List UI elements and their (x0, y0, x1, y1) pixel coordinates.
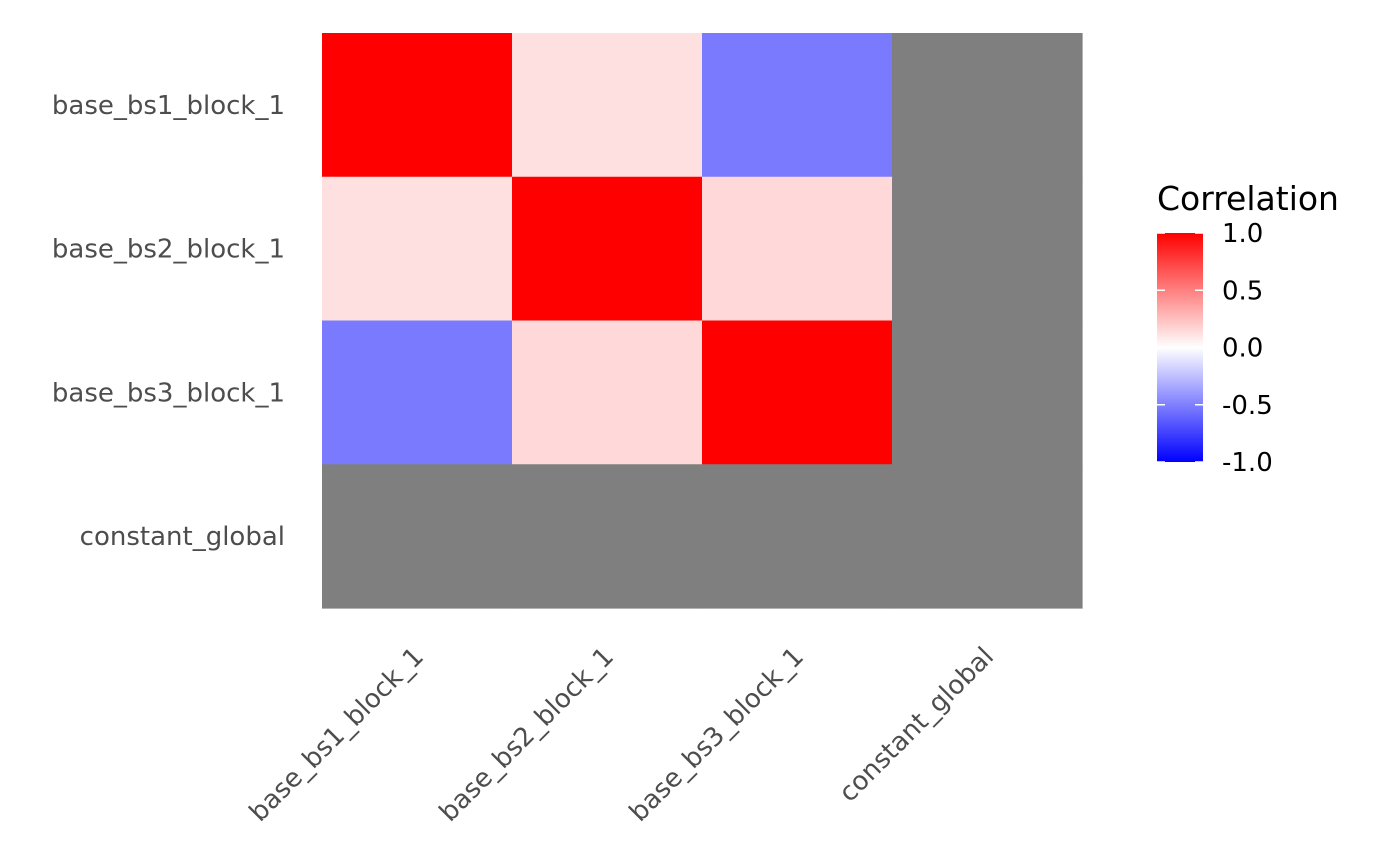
heatmap-cell (512, 320, 703, 465)
heatmap-cell (702, 320, 893, 465)
heatmap-cells (322, 33, 1083, 609)
legend-tick-label: -0.5 (1222, 391, 1273, 421)
y-tick-label: base_bs1_block_1 (52, 91, 285, 121)
heatmap-cell (702, 33, 893, 178)
heatmap-cell (512, 33, 703, 178)
y-tick-label: base_bs3_block_1 (52, 378, 285, 408)
heatmap-cell (892, 33, 1083, 178)
legend-tick-label: 0.0 (1222, 334, 1263, 364)
legend-tick-label: -1.0 (1222, 448, 1273, 478)
x-tick-label: base_bs1_block_1 (244, 642, 430, 828)
x-tick-label: constant_global (834, 642, 1000, 808)
heatmap-cell (702, 464, 893, 609)
legend-ticks: 1.0 0.5 0.0 -0.5 -1.0 (1157, 219, 1273, 478)
y-tick-label: constant_global (80, 522, 285, 552)
heatmap-cell (322, 320, 513, 465)
y-tick-label: base_bs2_block_1 (52, 235, 285, 265)
heatmap-cell (512, 464, 703, 609)
y-axis-tick-labels: base_bs1_block_1 base_bs2_block_1 base_bs3… (52, 91, 285, 552)
legend-tick-label: 1.0 (1222, 219, 1263, 249)
x-tick-label: base_bs3_block_1 (624, 642, 810, 828)
heatmap-cell (512, 176, 703, 322)
x-axis-tick-labels: base_bs1_block_1 base_bs2_block_1 base_bs3… (244, 642, 1000, 828)
legend-tick-label: 0.5 (1222, 276, 1263, 306)
legend-title: Correlation (1157, 179, 1339, 218)
heatmap-cell (322, 176, 513, 322)
x-tick-label: base_bs2_block_1 (434, 642, 620, 828)
heatmap-cell (322, 33, 513, 178)
heatmap-cell (702, 176, 893, 322)
heatmap-cell (892, 464, 1083, 609)
heatmap-cell (892, 320, 1083, 465)
color-legend: Correlation 1.0 0.5 0.0 -0.5 -1.0 (1157, 179, 1339, 478)
heatmap-cell (892, 176, 1083, 322)
heatmap-cell (322, 464, 513, 609)
